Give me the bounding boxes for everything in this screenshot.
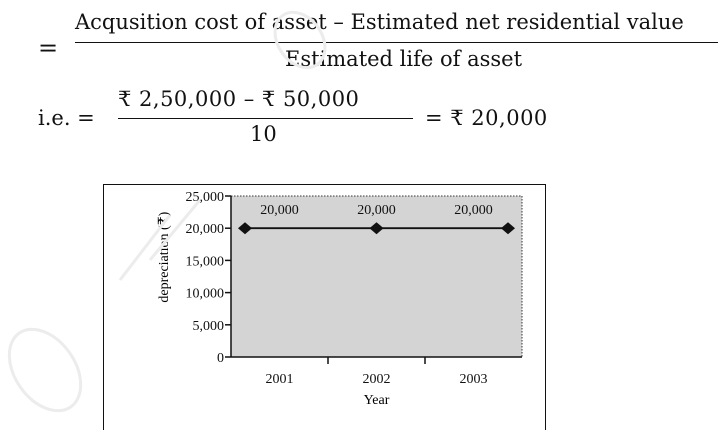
x-tick-label: 2002: [363, 372, 391, 387]
y-tick-label: 15,000: [186, 254, 225, 269]
y-tick-label: 20,000: [186, 222, 225, 237]
x-tick-label: 2001: [266, 372, 294, 387]
y-tick-label: 25,000: [186, 190, 225, 205]
y-axis: 0 5,000 10,000 15,000 20,000 25,000: [186, 190, 232, 366]
ie-denominator: 10: [250, 122, 277, 146]
ie-prefix: i.e. =: [38, 106, 95, 130]
data-label: 20,000: [260, 203, 299, 218]
ie-fraction-bar: [118, 118, 413, 120]
x-tick-label: 2003: [460, 372, 488, 387]
formula-denominator: Estimated life of asset: [285, 47, 523, 71]
data-point-marker: [369, 222, 384, 235]
data-label: 20,000: [454, 203, 493, 218]
formula-numerator: Acqusition cost of asset – Estimated net…: [75, 10, 684, 34]
ie-numerator: ₹ 2,50,000 – ₹ 50,000: [118, 87, 360, 111]
data-label: 20,000: [357, 203, 396, 218]
x-axis-title: Year: [364, 393, 390, 408]
x-axis: 2001 2002 2003: [231, 356, 522, 387]
formula-fraction-bar: [75, 42, 718, 44]
data-point-marker: [238, 222, 252, 235]
plot-area: [230, 195, 523, 358]
y-tick-label: 0: [217, 351, 224, 366]
ie-result: = ₹ 20,000: [425, 106, 548, 130]
equals-sign: =: [38, 34, 59, 62]
y-tick-label: 5,000: [193, 319, 225, 334]
depreciation-formula: = Acqusition cost of asset – Estimated n…: [0, 0, 721, 180]
y-axis-title: depreciation (₹): [157, 211, 172, 302]
chart-frame: 0 5,000 10,000 15,000 20,000 25,000 2001 2002 2…: [103, 184, 546, 430]
series-layer: 20,000 20,000 20,000: [238, 203, 515, 235]
data-point-marker: [501, 222, 515, 235]
y-tick-label: 10,000: [186, 287, 225, 302]
